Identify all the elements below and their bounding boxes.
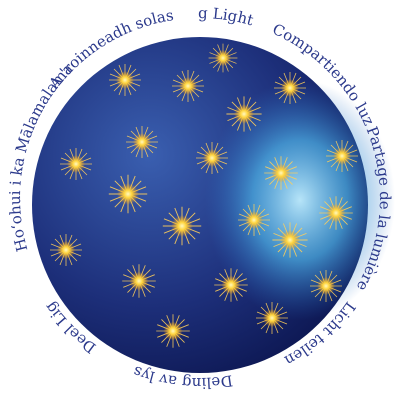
- light-area: [205, 80, 395, 320]
